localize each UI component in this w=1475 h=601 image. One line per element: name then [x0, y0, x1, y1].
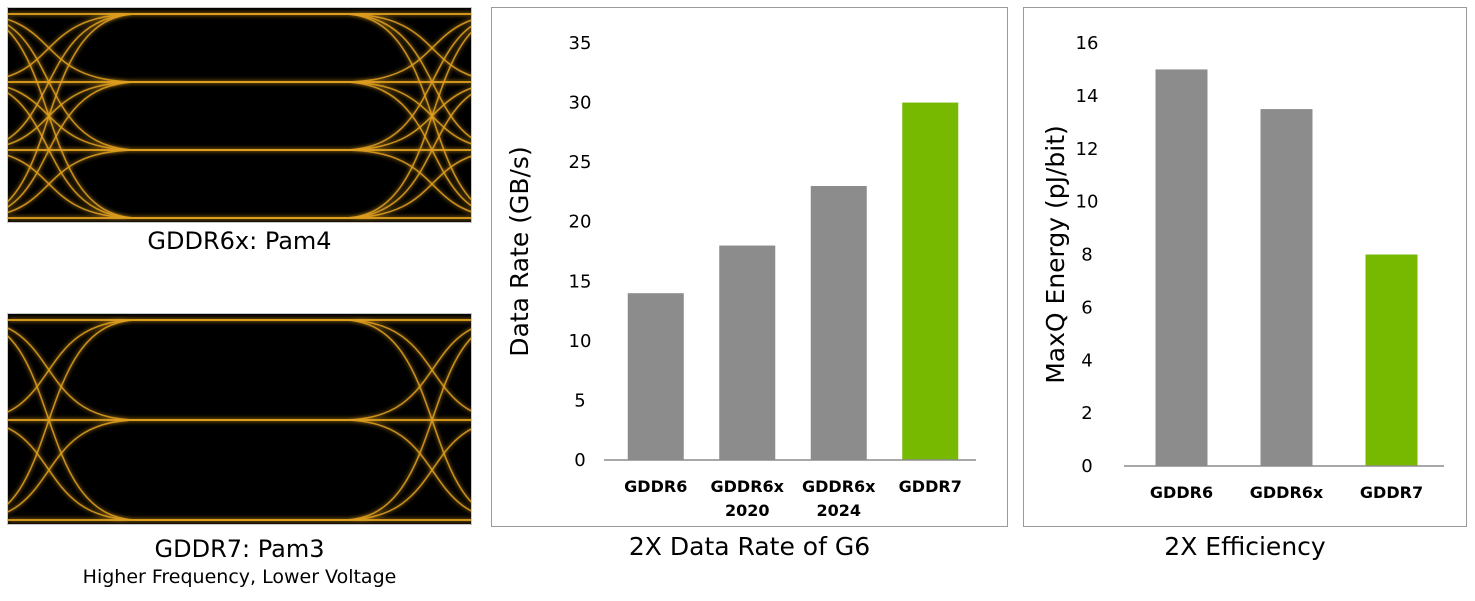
pam3-transition-trace — [8, 419, 471, 513]
pam4-eye-opening — [101, 91, 380, 141]
pam3-transition-trace — [8, 319, 471, 505]
eye-caption-pam3: GDDR7: Pam3 — [154, 535, 325, 563]
efficiency-y-tick-label: 2 — [1081, 403, 1092, 424]
efficiency-chart-panel: MaxQ Energy (pJ/bit) 0 2 4 6 8 10 12 14 16 GDDR6 GD… — [1023, 7, 1467, 527]
data-rate-y-axis-label: Data Rate (GB/s) — [505, 146, 534, 356]
pam3-transition-trace — [8, 427, 471, 521]
eye-subcaption-pam3: Higher Frequency, Lower Voltage — [82, 566, 397, 588]
pam4-transition-trace — [8, 149, 471, 214]
data-rate-chart-panel: Data Rate (GB/s) 0 5 10 15 20 25 30 35 GDDR6 GDDR6… — [491, 7, 1008, 527]
efficiency-y-tick-label: 12 — [1076, 139, 1099, 160]
data-rate-y-tick-label: 15 — [569, 271, 592, 292]
eye-diagram-pam4 — [7, 7, 472, 223]
efficiency-y-tick-label: 6 — [1081, 297, 1092, 318]
data-rate-y-tick-label: 30 — [569, 93, 592, 114]
data-rate-x-tick-label-2: GDDR6x — [802, 477, 876, 496]
data-rate-bar-0 — [627, 293, 684, 460]
efficiency-y-tick-label: 8 — [1081, 245, 1092, 266]
pam4-eye-opening — [101, 159, 380, 209]
data-rate-bar-2 — [810, 185, 867, 460]
data-rate-y-tick-label: 25 — [569, 152, 592, 173]
efficiency-y-axis-label: MaxQ Energy (pJ/bit) — [1041, 125, 1070, 384]
efficiency-bar-2 — [1365, 254, 1418, 466]
eye-diagram-pam3-traces — [8, 319, 471, 521]
data-rate-x-tick-label-1: GDDR6x — [711, 477, 785, 496]
pam4-trace-group — [8, 13, 471, 219]
data-rate-y-tick-label: 35 — [569, 33, 592, 54]
data-rate-chart-title: 2X Data Rate of G6 — [628, 532, 871, 561]
data-rate-bar-3 — [902, 102, 959, 461]
efficiency-y-tick-label: 0 — [1081, 456, 1092, 477]
efficiency-y-tick-label: 14 — [1076, 86, 1099, 107]
data-rate-y-tick-label: 20 — [569, 212, 592, 233]
pam3-eye-opening — [101, 334, 380, 406]
data-rate-y-tick-label: 0 — [574, 450, 585, 471]
efficiency-x-tick-label-2: GDDR7 — [1360, 483, 1423, 502]
efficiency-y-tick-label: 16 — [1076, 33, 1099, 54]
efficiency-y-tick-label: 10 — [1076, 192, 1099, 213]
efficiency-y-tick-label: 4 — [1081, 350, 1092, 371]
data-rate-chart: Data Rate (GB/s) 0 5 10 15 20 25 30 35 GDDR6 GDDR6… — [505, 33, 976, 520]
pam4-transition-trace — [8, 81, 471, 208]
data-rate-y-tick-label: 5 — [574, 390, 585, 411]
eye-diagram-pam4-traces — [8, 13, 471, 219]
efficiency-chart: MaxQ Energy (pJ/bit) 0 2 4 6 8 10 12 14 16 GDDR6 GD… — [1041, 33, 1444, 502]
data-rate-x-tick-label-3: GDDR7 — [899, 477, 962, 496]
efficiency-bar-1 — [1260, 109, 1313, 466]
pam4-transition-trace — [8, 13, 471, 203]
data-rate-x-tick-label-1: 2020 — [725, 501, 770, 520]
eye-caption-pam4: GDDR6x: Pam4 — [147, 227, 332, 255]
eye-diagram-pam3 — [7, 313, 472, 525]
data-rate-x-tick-label-0: GDDR6 — [624, 477, 687, 496]
pam3-eye-opening — [101, 434, 380, 506]
pam4-eye-opening — [101, 23, 380, 73]
pam3-trace-group — [8, 319, 471, 521]
efficiency-x-tick-label-0: GDDR6 — [1150, 483, 1213, 502]
data-rate-bar-1 — [719, 245, 776, 460]
efficiency-bar-0 — [1155, 69, 1208, 466]
efficiency-chart-title: 2X Efficiency — [1164, 532, 1326, 561]
data-rate-y-tick-label: 10 — [569, 331, 592, 352]
efficiency-x-tick-label-1: GDDR6x — [1250, 483, 1324, 502]
data-rate-x-tick-label-2: 2024 — [816, 501, 861, 520]
